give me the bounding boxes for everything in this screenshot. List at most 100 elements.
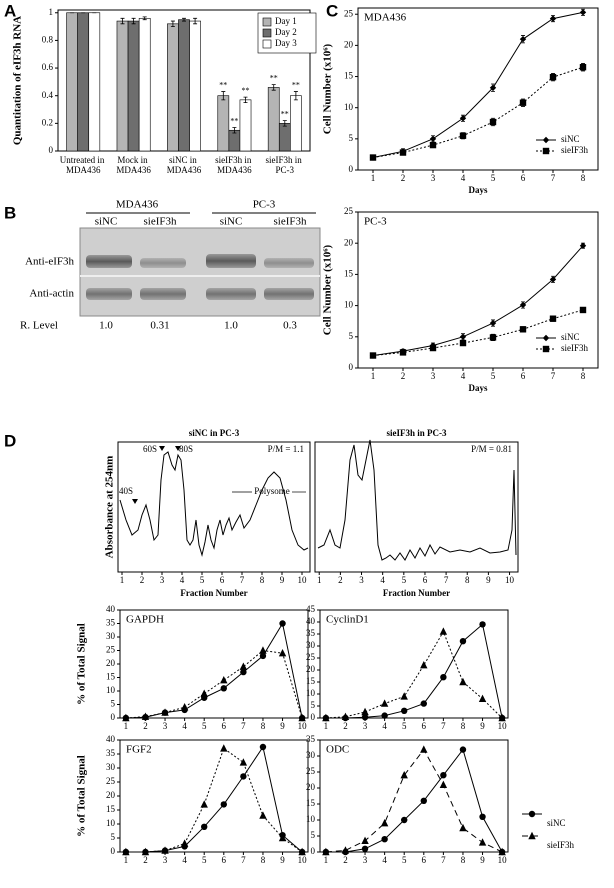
x-tick-label: 6 [422, 855, 427, 865]
x-tick-label: 10 [298, 575, 308, 585]
legend-swatch [262, 17, 272, 27]
marker [459, 339, 467, 347]
x-tick-label: 3 [431, 371, 436, 381]
chart-title: GAPDH [126, 614, 164, 626]
series-line [325, 748, 503, 853]
x-tick-label: 5 [491, 173, 496, 183]
y-tick-label: 45 [306, 604, 316, 614]
marker [459, 746, 467, 753]
marker [579, 63, 587, 71]
marker [279, 620, 286, 627]
panel-letter: A [4, 1, 16, 20]
plot-area [319, 609, 509, 719]
legend-marker [542, 345, 550, 353]
y-tick-label: 0.2 [42, 117, 53, 127]
significance-mark: ** [281, 109, 289, 118]
chart-title: MDA436 [364, 12, 407, 24]
x-tick-label: 9 [480, 855, 485, 865]
x-tick-label: 1 [317, 575, 322, 585]
y-tick-label: 5 [311, 830, 316, 840]
x-tick-label: 7 [241, 855, 246, 865]
x-tick-label: Mock in MDA436 [116, 155, 151, 175]
x-tick-label: 10 [498, 855, 508, 865]
marker [259, 646, 267, 654]
marker [200, 800, 208, 808]
x-tick-label: 1 [120, 575, 125, 585]
x-tick-label: 2 [343, 721, 348, 731]
y-tick-label: 30 [306, 750, 316, 760]
y-tick-label: 20 [106, 658, 116, 668]
marker [259, 652, 267, 660]
y-tick-label: 0 [111, 712, 116, 722]
x-tick-label: 5 [402, 855, 407, 865]
y-tick-label: 0 [311, 712, 316, 722]
bar [138, 17, 151, 152]
marker [399, 349, 407, 356]
series-line [325, 748, 503, 853]
western-blot: MDA436 PC-3 siNC sieIF3h siNC sieIF3h An… [20, 199, 321, 332]
x-tick-label: 2 [401, 173, 406, 183]
marker [519, 35, 527, 43]
significance-mark: ** [292, 80, 300, 89]
level-value: 0.3 [283, 320, 297, 332]
marker [161, 708, 169, 716]
marker [498, 847, 506, 856]
y-tick-label: 0 [349, 362, 354, 372]
x-tick-label: 3 [163, 855, 168, 865]
marker [459, 823, 467, 832]
plot-area [314, 441, 519, 573]
x-tick-label: 7 [240, 575, 245, 585]
series-line [372, 66, 584, 159]
x-tick-label: sieIF3h in MDA436 [215, 155, 254, 175]
legend-label: sieIF3h [547, 840, 575, 850]
x-tick-label: siNC in MDA436 [167, 155, 202, 175]
legend-marker [542, 136, 550, 144]
x-tick-label: 7 [441, 721, 446, 731]
marker [429, 141, 437, 149]
x-tick-label: 5 [200, 575, 205, 585]
x-tick-label: 4 [461, 371, 466, 381]
marker [440, 674, 447, 681]
y-tick-label: 0.6 [42, 62, 54, 72]
x-tick-label: 4 [461, 173, 466, 183]
error-bar [243, 96, 248, 104]
legend-label: Day 2 [275, 27, 297, 37]
plot-area [117, 441, 311, 573]
y-tick-label: 5 [311, 700, 316, 710]
plot-area [319, 739, 509, 853]
plot-area [119, 739, 309, 853]
y-tick-label: 20 [106, 790, 116, 800]
x-axis-label: Days [468, 185, 487, 195]
error-bar [271, 84, 276, 91]
peak-marker [132, 499, 138, 504]
marker [401, 707, 408, 714]
x-tick-label: 1 [124, 721, 129, 731]
y-tick-label: 25 [344, 206, 354, 216]
x-tick-label: 3 [363, 855, 368, 865]
x-tick-label: 10 [498, 721, 508, 731]
y-tick-label: 40 [106, 734, 116, 744]
significance-mark: ** [270, 73, 278, 82]
y-tick-label: 0 [111, 846, 116, 856]
chart-title: CyclinD1 [326, 614, 369, 626]
x-tick-label: 4 [382, 721, 387, 731]
x-tick-label: 2 [401, 371, 406, 381]
region-label: Polysome [254, 486, 290, 496]
x-axis-label: Days [468, 383, 487, 393]
x-tick-label: 5 [402, 575, 407, 585]
y-axis-label: Cell Number (x10⁶) [322, 43, 334, 134]
marker [579, 242, 587, 249]
blot-group: MDA436 [116, 199, 159, 211]
legend-marker [542, 147, 550, 155]
marker [549, 73, 557, 81]
x-tick-label: 9 [280, 721, 285, 731]
marker [259, 743, 267, 751]
ratio-annotation: P/M = 0.81 [471, 444, 512, 454]
marker [489, 319, 497, 327]
y-tick-label: 5 [111, 832, 116, 842]
x-tick-label: 4 [380, 575, 385, 585]
legend-marker [542, 334, 550, 342]
x-tick-label: 1 [371, 371, 376, 381]
peak-marker [175, 446, 181, 451]
y-tick-label: 1 [49, 7, 54, 17]
